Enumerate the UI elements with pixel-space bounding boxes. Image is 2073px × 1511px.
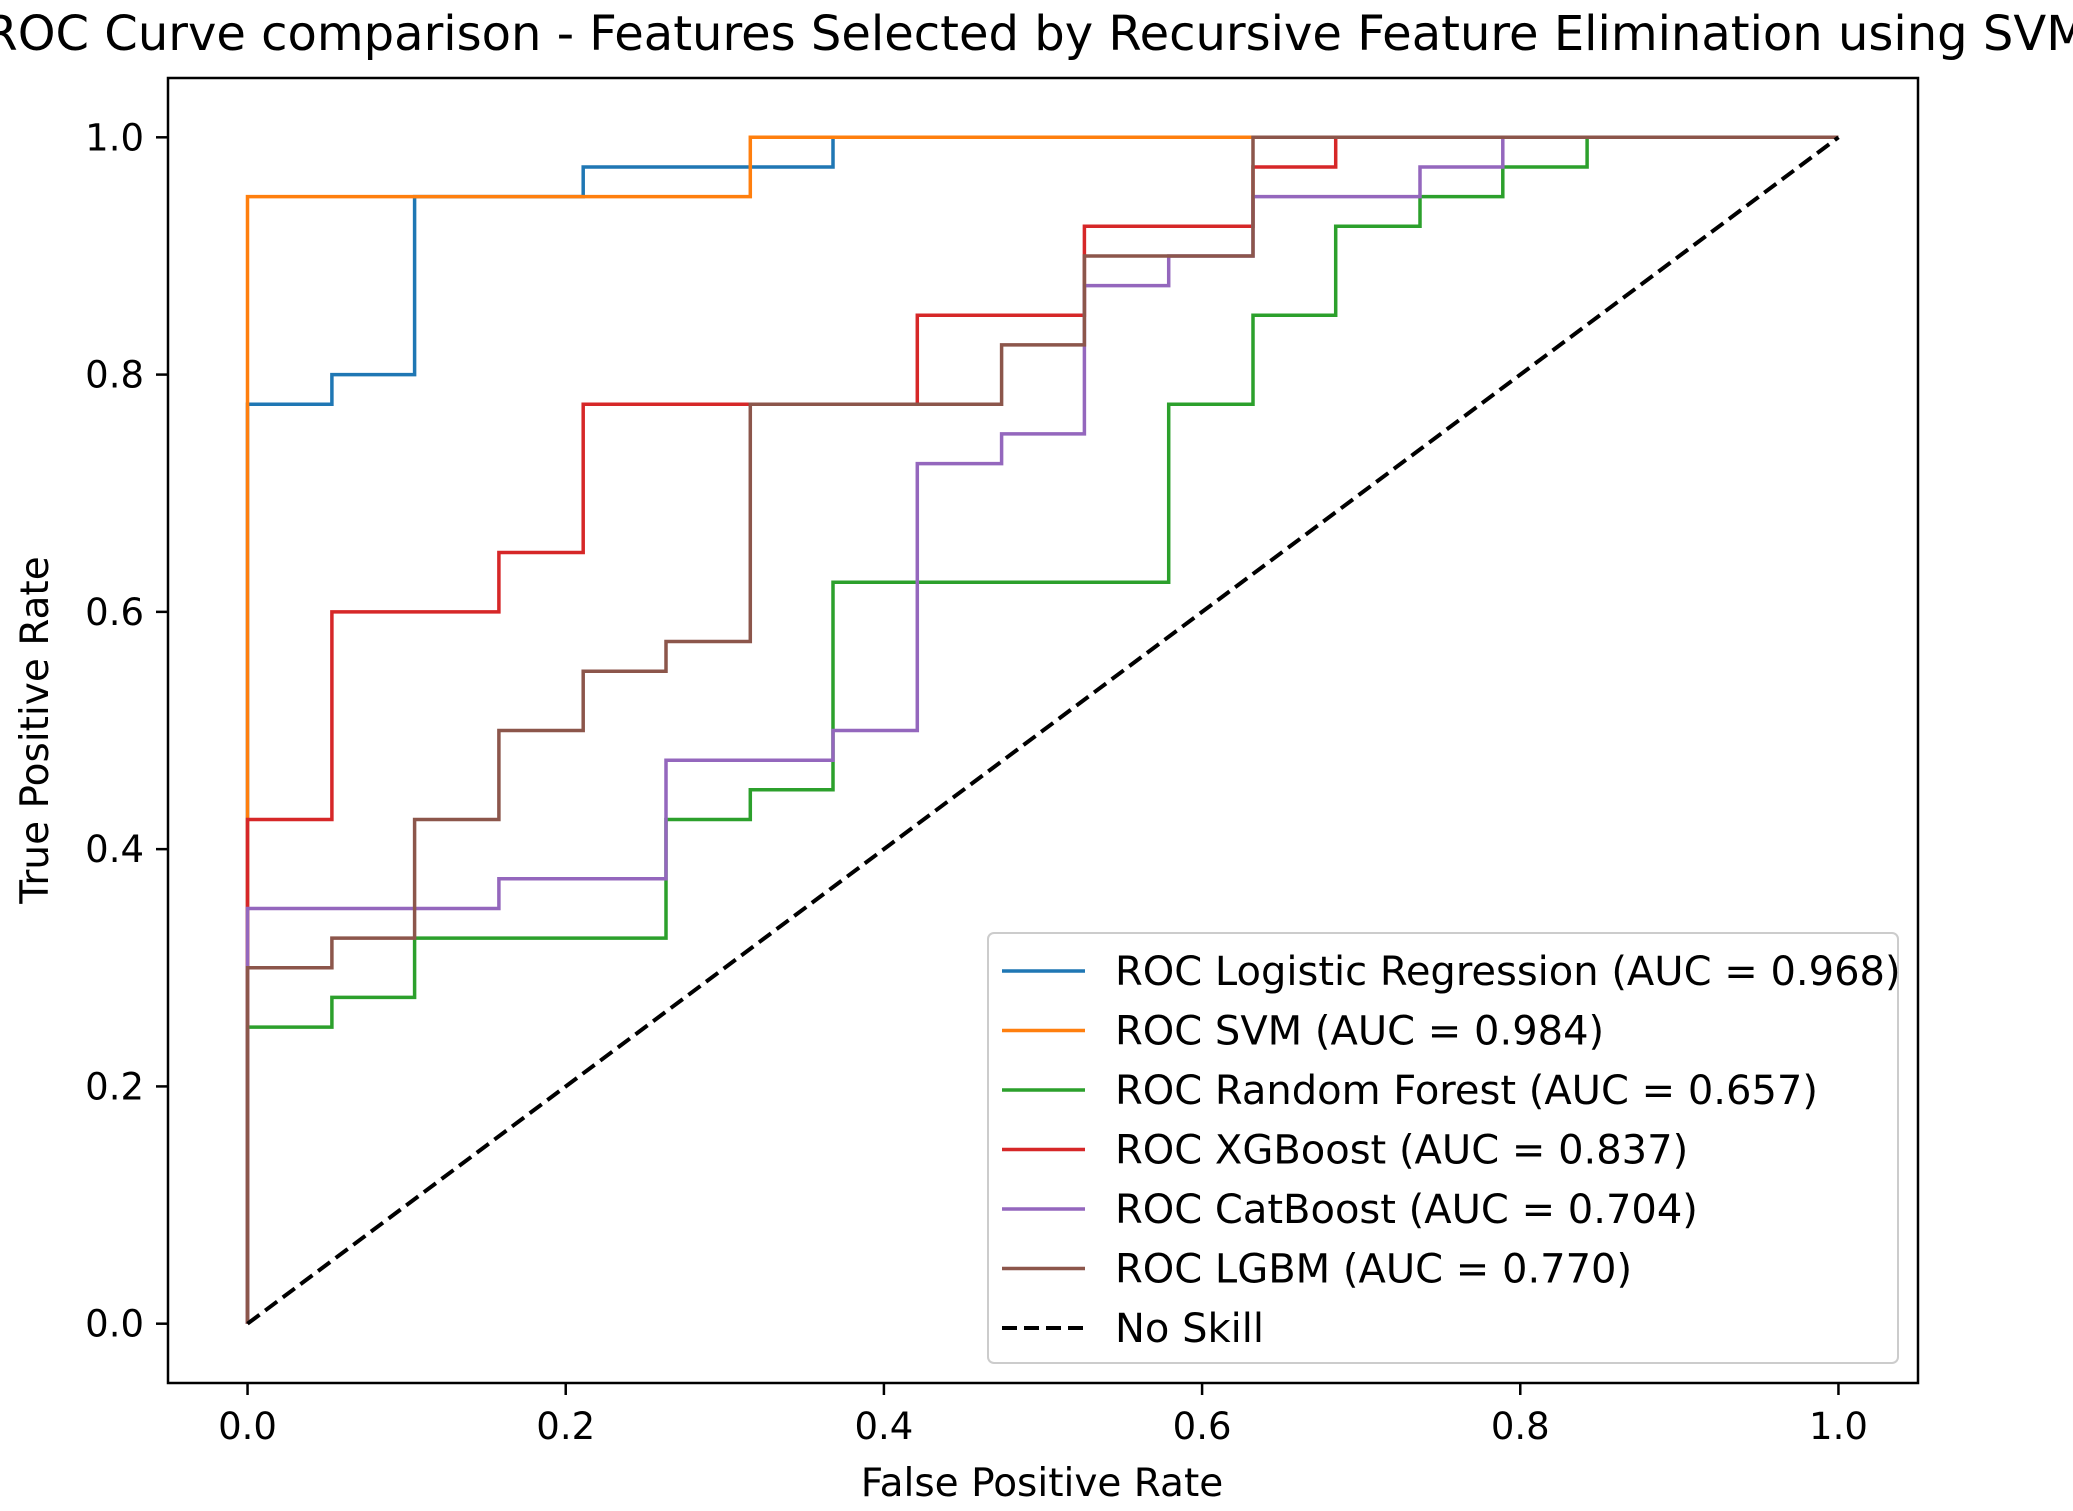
- y-tick-label: 0.0: [85, 1303, 144, 1346]
- chart-title: ROC Curve comparison - Features Selected…: [0, 6, 2073, 62]
- series-line-no-skill: [246, 135, 1840, 1326]
- legend-label-roc-svm: ROC SVM (AUC = 0.984): [1115, 1009, 1604, 1055]
- series-line-roc-catboost: [245, 135, 1839, 1324]
- x-tick-label: 0.2: [536, 1405, 595, 1448]
- x-axis-label: False Positive Rate: [861, 1461, 1223, 1506]
- legend-entries: ROC Logistic Regression (AUC = 0.968) ROC…: [1002, 949, 1901, 1352]
- x-tick-label: 0.8: [1491, 1405, 1550, 1448]
- legend-box: [987, 932, 1899, 1364]
- y-axis-label: True Positive Rate: [13, 556, 58, 904]
- series-line-roc-svm: [245, 135, 1839, 1324]
- x-tick-label: 0.0: [218, 1405, 277, 1448]
- x-tick-label: 1.0: [1809, 1405, 1868, 1448]
- series-line-roc-random-forest: [245, 135, 1839, 1324]
- legend-label-roc-xgboost: ROC XGBoost (AUC = 0.837): [1115, 1128, 1688, 1174]
- y-tick-label: 1.0: [85, 116, 144, 159]
- legend-label-roc-catboost: ROC CatBoost (AUC = 0.704): [1115, 1187, 1698, 1233]
- legend-label-roc-lgbm: ROC LGBM (AUC = 0.770): [1115, 1247, 1632, 1293]
- x-tick-label: 0.6: [1173, 1405, 1232, 1448]
- x-tick-label: 0.4: [854, 1405, 913, 1448]
- legend-label-roc-random-forest: ROC Random Forest (AUC = 0.657): [1115, 1068, 1818, 1114]
- legend-label-roc-logistic-regression: ROC Logistic Regression (AUC = 0.968): [1115, 949, 1901, 995]
- y-tick-label: 0.4: [85, 828, 144, 871]
- plot-frame: [166, 76, 1920, 1385]
- y-tick-label: 0.8: [85, 354, 144, 397]
- series-layer: [245, 135, 1840, 1326]
- series-line-roc-lgbm: [245, 135, 1839, 1324]
- y-tick-label: 0.2: [85, 1065, 144, 1108]
- axis-ticks: 0.0 0.2 0.4 0.6 0.8 1.0 0.0 0.2 0.4 0.6 0.8 1.0: [85, 116, 1868, 1448]
- legend: ROC Logistic Regression (AUC = 0.968) ROC…: [987, 932, 1901, 1364]
- y-tick-label: 0.6: [85, 591, 144, 634]
- legend-label-no-skill: No Skill: [1115, 1306, 1264, 1352]
